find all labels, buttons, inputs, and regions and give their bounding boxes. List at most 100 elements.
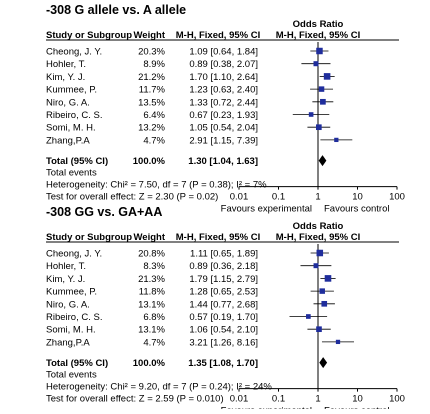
total-weight: 100.0% [133, 156, 166, 167]
overall-effect-text: Test for overall effect: Z = 2.59 (P = 0… [46, 394, 224, 405]
study-marker [313, 263, 319, 269]
ci-column-header: M-H, Fixed, 95% CI [176, 232, 260, 243]
ci-column-header: M-H, Fixed, 95% CI [176, 30, 260, 41]
total-events-label: Total events [46, 370, 97, 381]
study-column-header: Study or Subgroup [46, 232, 132, 243]
study-marker [318, 86, 325, 92]
study-weight: 4.7% [143, 135, 165, 146]
study-name: Hohler, T. [46, 59, 86, 70]
study-name: Cheong, J. Y. [46, 249, 102, 260]
or-column-subheader: M-H, Fixed, 95% CI [276, 30, 360, 41]
study-ci: 1.05 [0.54, 2.04] [189, 123, 258, 134]
study-weight: 4.7% [143, 337, 165, 348]
study-name: Niro, G. A. [46, 299, 90, 310]
study-marker [334, 137, 339, 143]
x-tick-label: 100 [389, 192, 405, 203]
study-weight: 11.7% [139, 85, 166, 96]
study-weight: 13.5% [138, 97, 165, 108]
study-name: Kummee, P. [46, 85, 97, 96]
study-ci: 1.70 [1.10, 2.64] [189, 72, 258, 83]
total-ci: 1.35 [1.08, 1.70] [188, 358, 258, 369]
heterogeneity-text: Heterogeneity: Chi² = 9.20, df = 7 (P = … [46, 382, 272, 393]
study-marker [313, 61, 319, 67]
panel-title: -308 GG vs. GA+AA [46, 205, 162, 219]
study-name: Somi, M. H. [46, 325, 96, 336]
study-ci: 1.28 [0.65, 2.53] [189, 287, 258, 298]
study-name: Ribeiro, C. S. [46, 312, 103, 323]
study-weight: 13.1% [138, 325, 165, 336]
overall-effect-text: Test for overall effect: Z = 2.30 (P = 0… [46, 192, 218, 203]
study-marker [319, 288, 325, 294]
study-name: Hohler, T. [46, 261, 86, 272]
study-marker [306, 314, 311, 319]
weight-column-header: Weight [134, 30, 166, 41]
study-marker [323, 73, 331, 80]
x-tick-label: 0.01 [230, 394, 249, 405]
study-ci: 2.91 [1.15, 7.39] [189, 135, 258, 146]
x-tick-label: 100 [389, 394, 405, 405]
study-ci: 1.33 [0.72, 2.44] [189, 97, 258, 108]
study-name: Somi, M. H. [46, 123, 96, 134]
study-marker [316, 124, 322, 131]
favours-left-label: Favours experimental [221, 406, 312, 409]
x-tick-label: 10 [352, 192, 363, 203]
study-ci: 1.06 [0.54, 2.10] [189, 325, 258, 336]
study-weight: 11.8% [139, 287, 166, 298]
favours-right-label: Favours control [324, 204, 389, 215]
study-column-header: Study or Subgroup [46, 30, 132, 41]
study-weight: 8.3% [143, 261, 165, 272]
study-name: Zhang,P.A [46, 337, 90, 348]
study-ci: 3.21 [1.26, 8.16] [189, 337, 258, 348]
study-ci: 1.23 [0.63, 2.40] [189, 85, 258, 96]
study-ci: 1.09 [0.64, 1.84] [189, 47, 258, 58]
study-marker [316, 326, 322, 333]
study-ci: 1.11 [0.65, 1.89] [190, 249, 258, 260]
or-column-subheader: M-H, Fixed, 95% CI [276, 232, 360, 243]
study-weight: 20.3% [138, 47, 165, 58]
x-tick-label: 0.1 [272, 192, 285, 203]
or-column-title: Odds Ratio [293, 221, 344, 232]
study-name: Niro, G. A. [46, 97, 90, 108]
or-column-title: Odds Ratio [293, 19, 344, 30]
x-tick-label: 1 [315, 394, 320, 405]
study-marker [316, 47, 323, 55]
study-weight: 8.9% [143, 59, 165, 70]
total-weight: 100.0% [133, 358, 166, 369]
x-tick-label: 10 [352, 394, 363, 405]
study-weight: 20.8% [138, 249, 165, 260]
x-tick-label: 0.01 [230, 192, 249, 203]
study-name: Cheong, J. Y. [46, 47, 102, 58]
pooled-diamond [318, 155, 327, 167]
study-name: Ribeiro, C. S. [46, 110, 103, 121]
study-weight: 21.2% [138, 72, 165, 83]
total-label: Total (95% CI) [46, 156, 108, 167]
study-weight: 13.2% [138, 123, 165, 134]
study-weight: 13.1% [138, 299, 165, 310]
study-ci: 0.89 [0.38, 2.07] [189, 59, 258, 70]
favours-right-label: Favours control [324, 406, 389, 409]
study-name: Kim, Y. J. [46, 274, 85, 285]
x-tick-label: 0.1 [272, 394, 285, 405]
study-marker [324, 275, 332, 282]
x-tick-label: 1 [315, 192, 320, 203]
study-ci: 0.57 [0.19, 1.70] [189, 312, 258, 323]
study-marker [308, 112, 314, 117]
study-ci: 0.67 [0.23, 1.93] [189, 110, 258, 121]
pooled-diamond [319, 357, 328, 369]
favours-left-label: Favours experimental [221, 204, 312, 215]
study-marker [321, 300, 328, 307]
total-ci: 1.30 [1.04, 1.63] [188, 156, 258, 167]
panel-title: -308 G allele vs. A allele [46, 3, 186, 17]
study-weight: 6.8% [143, 312, 165, 323]
study-weight: 21.3% [138, 274, 165, 285]
study-ci: 1.44 [0.77, 2.68] [189, 299, 258, 310]
study-marker [320, 98, 326, 105]
study-name: Zhang,P.A [46, 135, 90, 146]
study-name: Kummee, P. [46, 287, 97, 298]
study-marker [335, 339, 341, 345]
study-weight: 6.4% [143, 110, 165, 121]
weight-column-header: Weight [134, 232, 166, 243]
total-events-label: Total events [46, 168, 97, 179]
